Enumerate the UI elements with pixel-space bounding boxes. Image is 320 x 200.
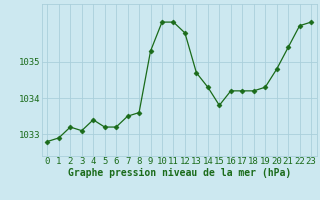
- X-axis label: Graphe pression niveau de la mer (hPa): Graphe pression niveau de la mer (hPa): [68, 168, 291, 178]
